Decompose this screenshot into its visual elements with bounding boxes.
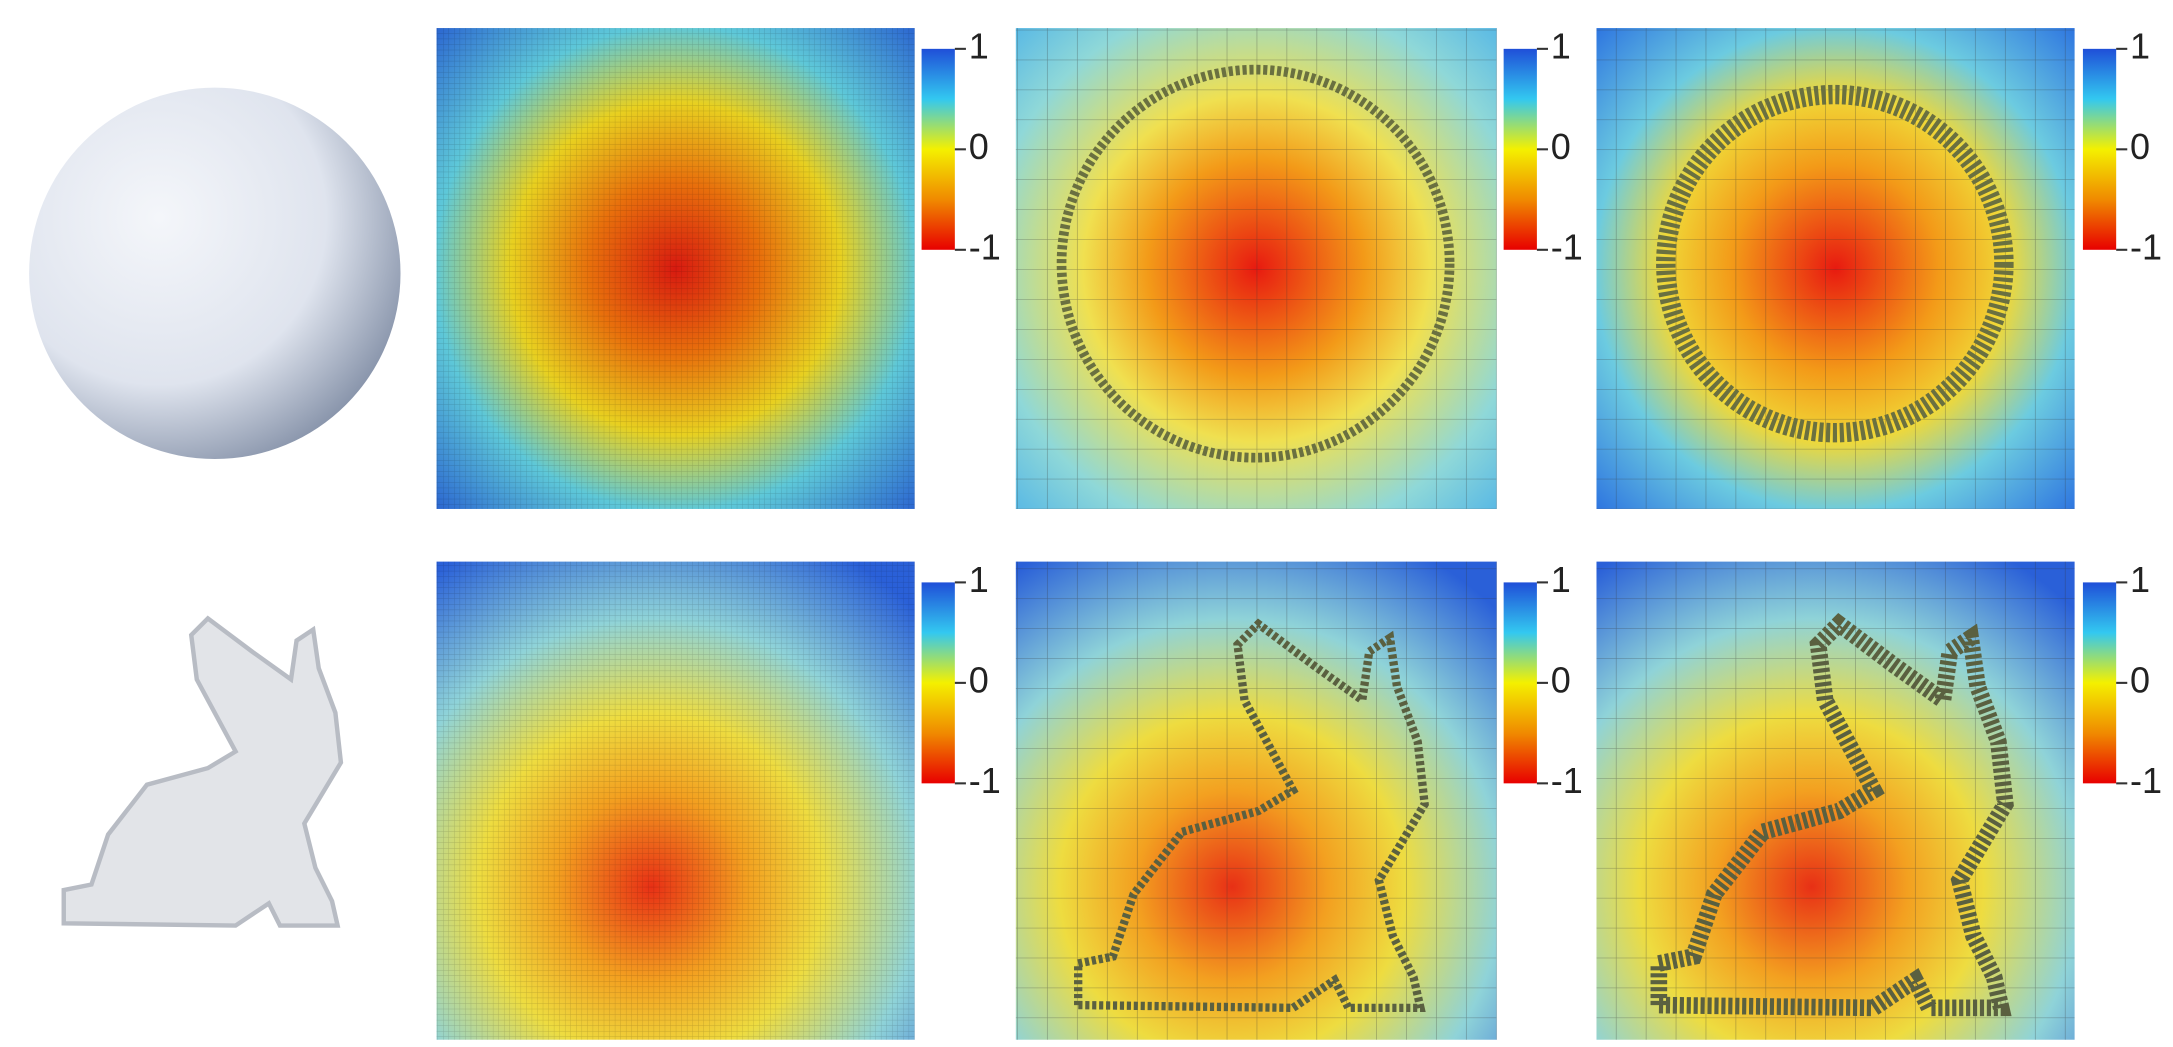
- grid: [1015, 561, 1497, 1040]
- colorbar: [2082, 48, 2117, 250]
- colorbar-tick-label: 1: [1551, 559, 1571, 600]
- colorbar-tick-label: 0: [2130, 659, 2150, 700]
- colorbar-tick-label: 0: [2130, 126, 2150, 167]
- surface-band: [1656, 84, 2014, 443]
- colorbar: [2082, 582, 2117, 784]
- colorbar-tick-label: 1: [969, 559, 989, 600]
- panel: [1015, 561, 1497, 1040]
- colorbar-tick-label: -1: [2130, 760, 2162, 801]
- colorbar-tick-label: -1: [1551, 226, 1583, 267]
- colorbar-tick-label: 0: [969, 126, 989, 167]
- colorbar-tick-label: -1: [1551, 760, 1583, 801]
- panel: [1596, 561, 2075, 1040]
- colorbar-tick-label: 1: [1551, 25, 1571, 66]
- colorbar-tick-label: -1: [2130, 226, 2162, 267]
- colorbar-tick-label: -1: [969, 760, 1001, 801]
- colorbar: [921, 48, 955, 250]
- colorbar-tick-label: 1: [969, 25, 989, 66]
- grid: [436, 28, 915, 509]
- colorbar-tick-label: 0: [1551, 126, 1571, 167]
- panel: [436, 28, 915, 509]
- colorbar-tick-label: 0: [969, 659, 989, 700]
- grid: [436, 561, 915, 1040]
- bunny-render: [64, 618, 341, 925]
- surface-band: [1056, 64, 1455, 463]
- colorbar-tick-label: 0: [1551, 659, 1571, 700]
- sphere-render: [29, 87, 401, 460]
- panel: [436, 561, 915, 1040]
- colorbar-tick-label: -1: [969, 226, 1001, 267]
- panel: [1596, 28, 2075, 509]
- colorbar: [1503, 582, 1537, 784]
- colorbar-tick-label: 1: [2130, 559, 2150, 600]
- colorbar-tick-label: 1: [2130, 25, 2150, 66]
- colorbar: [921, 582, 955, 784]
- panel: [1015, 28, 1497, 509]
- grid: [1015, 28, 1497, 509]
- colorbar: [1503, 48, 1537, 250]
